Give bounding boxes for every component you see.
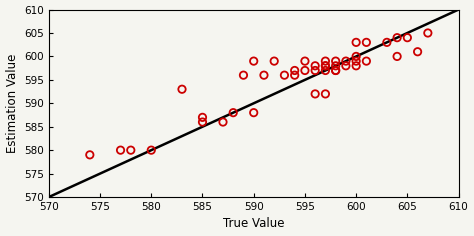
Point	[250, 59, 257, 63]
Point	[322, 64, 329, 68]
Point	[332, 69, 339, 72]
Point	[229, 111, 237, 114]
Point	[332, 69, 339, 72]
Point	[403, 36, 411, 40]
Point	[270, 59, 278, 63]
Point	[352, 55, 360, 58]
Point	[301, 59, 309, 63]
Point	[352, 64, 360, 68]
Point	[311, 69, 319, 72]
Point	[311, 64, 319, 68]
Point	[383, 41, 391, 44]
Point	[311, 92, 319, 96]
Point	[363, 41, 370, 44]
Point	[352, 59, 360, 63]
Point	[291, 73, 299, 77]
Point	[117, 148, 124, 152]
Point	[291, 69, 299, 72]
Point	[86, 153, 93, 157]
Point	[199, 120, 206, 124]
X-axis label: True Value: True Value	[223, 217, 284, 230]
Point	[352, 41, 360, 44]
Point	[414, 50, 421, 54]
Point	[393, 55, 401, 58]
Point	[178, 87, 186, 91]
Point	[127, 148, 135, 152]
Point	[281, 73, 288, 77]
Point	[393, 36, 401, 40]
Point	[424, 31, 432, 35]
Point	[147, 148, 155, 152]
Point	[250, 111, 257, 114]
Point	[342, 59, 350, 63]
Point	[199, 115, 206, 119]
Point	[301, 69, 309, 72]
Y-axis label: Estimation Value: Estimation Value	[6, 54, 18, 153]
Point	[332, 64, 339, 68]
Point	[260, 73, 268, 77]
Point	[363, 59, 370, 63]
Point	[342, 64, 350, 68]
Point	[322, 69, 329, 72]
Point	[219, 120, 227, 124]
Point	[322, 64, 329, 68]
Point	[240, 73, 247, 77]
Point	[322, 92, 329, 96]
Point	[332, 59, 339, 63]
Point	[322, 59, 329, 63]
